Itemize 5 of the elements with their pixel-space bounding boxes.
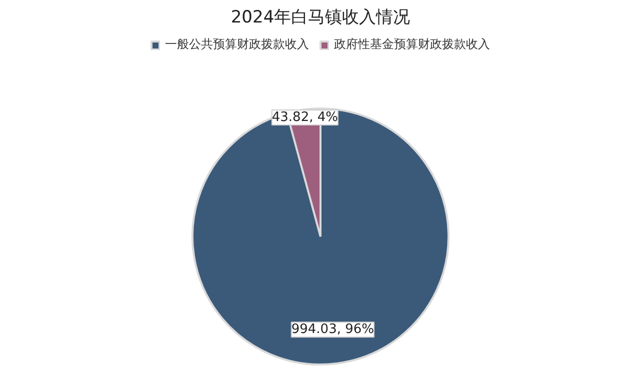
legend-label: 一般公共预算财政拨款收入 — [165, 36, 309, 53]
legend-label: 政府性基金预算财政拨款收入 — [334, 36, 490, 53]
data-label: 994.03, 96% — [291, 322, 374, 338]
chart-title: 2024年白马镇收入情况 — [230, 8, 410, 28]
data-label: 43.82, 4% — [272, 110, 338, 125]
